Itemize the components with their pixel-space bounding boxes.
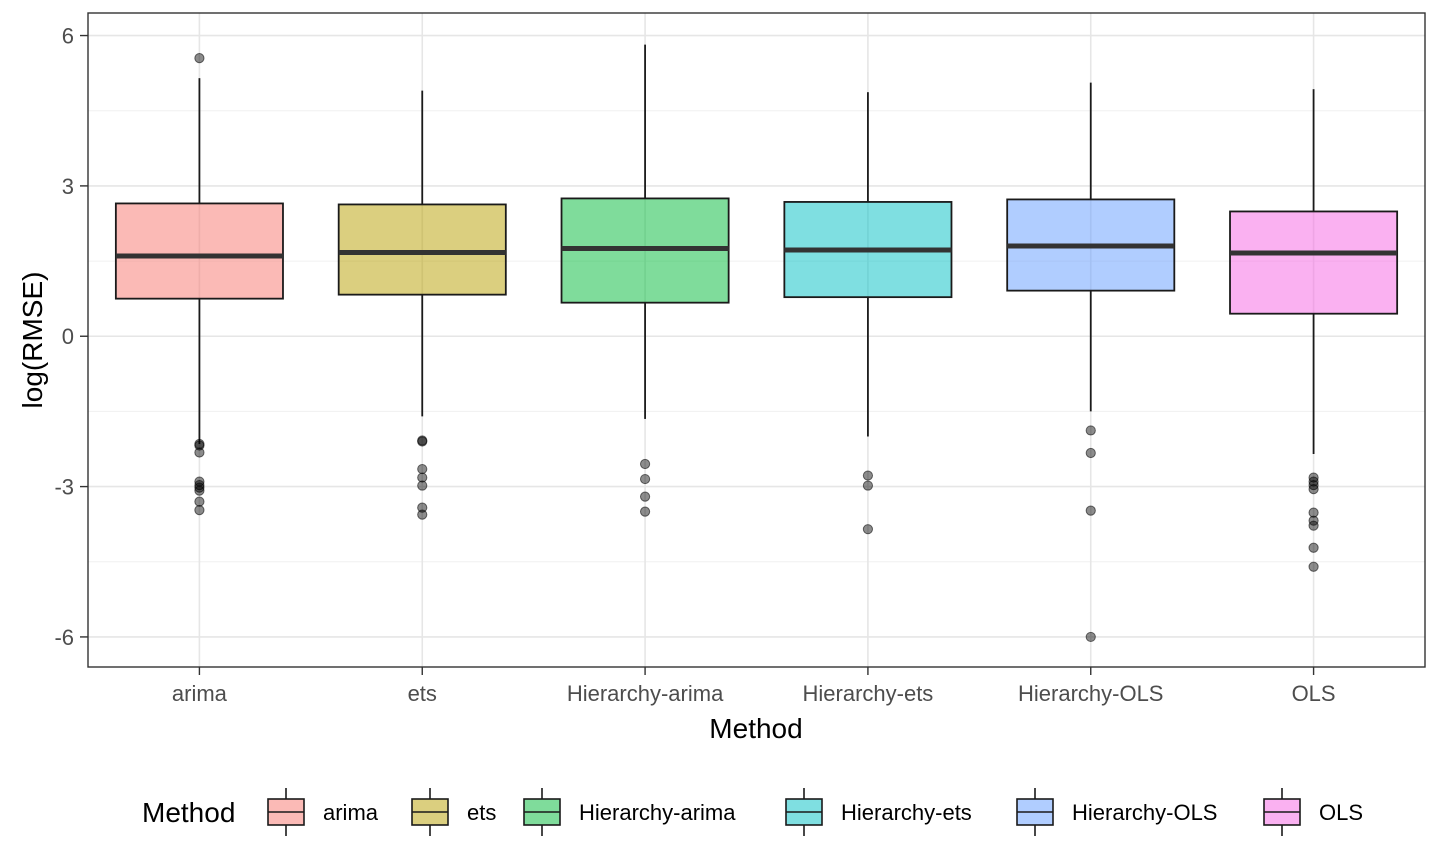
outlier-point	[1308, 520, 1319, 531]
outlier-point	[194, 485, 205, 496]
outlier-point	[417, 509, 428, 520]
outlier-point	[194, 496, 205, 507]
x-tick-label: Hierarchy-arima	[567, 681, 724, 706]
legend-label: OLS	[1319, 800, 1363, 825]
box-arima	[114, 53, 284, 516]
box-layer	[114, 44, 1399, 643]
outlier-point	[1308, 472, 1319, 483]
outlier-point	[1308, 476, 1319, 487]
x-axis-title: Method	[709, 713, 802, 744]
outlier-point	[1085, 447, 1096, 459]
legend-label: arima	[323, 800, 379, 825]
outlier-point	[1308, 542, 1319, 553]
box-body	[1229, 210, 1399, 315]
legend-item-Hierarchy-arima: Hierarchy-arima	[523, 788, 736, 836]
box-body	[337, 203, 507, 296]
outlier-point	[639, 506, 651, 517]
outlier-point	[417, 436, 428, 447]
outlier-point	[639, 473, 651, 485]
y-axis-title: log(RMSE)	[17, 272, 48, 409]
x-tick-label: arima	[172, 681, 228, 706]
legend-item-OLS: OLS	[1263, 788, 1363, 836]
box-ets	[337, 90, 507, 520]
x-tick-label: OLS	[1292, 681, 1336, 706]
outlier-point	[1085, 631, 1096, 643]
outlier-point	[639, 458, 651, 470]
legend-label: Hierarchy-OLS	[1072, 800, 1217, 825]
outlier-point	[862, 480, 874, 491]
y-tick-label: 6	[62, 24, 74, 49]
axis-layer: -6 -3 0 3 6 arima ets Hierarchy-arima Hierarchy-…	[54, 24, 1335, 706]
outlier-point	[194, 440, 205, 451]
outlier-point	[1308, 483, 1319, 495]
x-tick-label: Hierarchy-ets	[803, 681, 934, 706]
outlier-point	[194, 53, 205, 64]
box-Hierarchy-OLS	[1006, 82, 1176, 643]
outlier-point	[194, 482, 205, 493]
outlier-point	[1308, 561, 1319, 572]
outlier-point	[1085, 425, 1096, 436]
outlier-point	[1085, 505, 1096, 516]
x-tick-label: ets	[408, 681, 437, 706]
legend: Method arima ets Hierarchy-arima Hierarchy-e…	[142, 788, 1363, 836]
box-OLS	[1229, 89, 1399, 572]
outlier-point	[417, 502, 428, 513]
outlier-point	[417, 463, 428, 475]
legend-item-Hierarchy-OLS: Hierarchy-OLS	[1016, 788, 1217, 836]
legend-label: Hierarchy-arima	[579, 800, 736, 825]
outlier-point	[194, 505, 205, 516]
outlier-point	[1308, 479, 1319, 491]
box-Hierarchy-arima	[560, 44, 730, 517]
legend-title: Method	[142, 797, 235, 828]
outlier-point	[194, 447, 205, 458]
outlier-point	[862, 524, 874, 535]
box-body	[114, 202, 284, 300]
legend-label: Hierarchy-ets	[841, 800, 972, 825]
outlier-point	[417, 480, 428, 491]
box-Hierarchy-ets	[783, 92, 953, 535]
y-tick-label: 3	[62, 174, 74, 199]
outlier-point	[862, 470, 874, 481]
legend-item-arima: arima	[267, 788, 379, 836]
legend-item-ets: ets	[411, 788, 496, 836]
legend-label: ets	[467, 800, 496, 825]
outlier-point	[194, 479, 205, 491]
y-tick-label: -6	[54, 625, 74, 650]
legend-item-Hierarchy-ets: Hierarchy-ets	[785, 788, 972, 836]
panel-background	[88, 13, 1425, 667]
x-tick-label: Hierarchy-OLS	[1018, 681, 1163, 706]
y-tick-label: 0	[62, 324, 74, 349]
y-tick-label: -3	[54, 475, 74, 500]
outlier-point	[639, 491, 651, 502]
outlier-point	[1308, 507, 1319, 518]
panel-border	[87, 12, 1426, 668]
outlier-point	[417, 472, 428, 483]
